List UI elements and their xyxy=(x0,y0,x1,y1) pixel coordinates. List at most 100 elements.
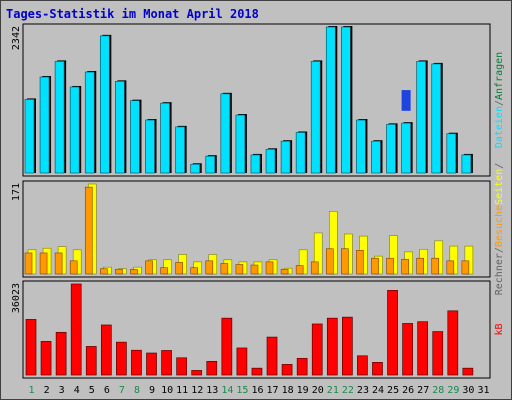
bar-kb-28 xyxy=(432,331,444,376)
bar-besuche-11 xyxy=(175,262,183,275)
legend-part: / xyxy=(494,163,505,169)
bar-kb-21 xyxy=(326,317,338,376)
x-tick-label: 11 xyxy=(176,385,188,396)
bar-dateien-9 xyxy=(145,119,155,174)
bar-besuche-14 xyxy=(220,263,229,275)
series-legend-label: Dateien/Anfragen xyxy=(494,52,505,148)
x-tick-label: 6 xyxy=(104,385,110,396)
bar-besuche-26 xyxy=(401,258,409,275)
legend-part: Dateien xyxy=(494,106,505,148)
bar-kb-22 xyxy=(342,316,353,376)
bar-besuche-30 xyxy=(461,260,470,275)
y-max-label: 171 xyxy=(11,183,22,201)
chart-panel-3: 36023 kB xyxy=(11,280,505,379)
bar-besuche-27 xyxy=(416,257,424,275)
x-tick-label: 27 xyxy=(417,385,429,396)
bar-besuche-18 xyxy=(280,268,289,275)
bar-besuche-2 xyxy=(39,252,48,275)
bar-besuche-9 xyxy=(145,260,153,275)
bar-dateien-3 xyxy=(54,61,65,174)
bar-kb-17 xyxy=(266,336,278,376)
bar-besuche-7 xyxy=(115,268,123,275)
bar-dateien-30 xyxy=(461,154,472,174)
bar-kb-19 xyxy=(296,357,308,376)
bar-besuche-5 xyxy=(84,186,93,275)
chart-panel-2: 171 Rechner/BesucheSeiten/ xyxy=(11,163,505,296)
bar-dateien-28 xyxy=(431,63,442,174)
x-tick-label: 31 xyxy=(477,385,489,396)
bar-besuche-12 xyxy=(190,267,199,275)
x-tick-label: 24 xyxy=(372,385,384,396)
bar-kb-1 xyxy=(25,319,37,376)
bar-kb-5 xyxy=(85,346,97,376)
bar-dateien-17 xyxy=(265,148,276,174)
series-legend-label: Rechner/BesucheSeiten/ xyxy=(494,163,505,296)
legend-part: kB xyxy=(494,323,505,335)
bar-dateien-1 xyxy=(24,99,35,174)
x-tick-label: 2 xyxy=(44,385,50,396)
bar-kb-25 xyxy=(387,290,398,376)
bar-besuche-19 xyxy=(295,265,304,275)
bar-dateien-23 xyxy=(356,119,366,174)
bar-besuche-15 xyxy=(235,264,244,275)
bar-dateien-19 xyxy=(295,132,306,174)
bar-kb-12 xyxy=(191,370,203,376)
bar-dateien-12 xyxy=(190,163,201,174)
bar-kb-16 xyxy=(251,367,263,376)
bar-dateien-6 xyxy=(99,35,110,174)
legend-part: Seiten xyxy=(494,169,505,205)
bar-besuche-6 xyxy=(100,268,108,275)
bar-kb-3 xyxy=(55,331,67,376)
legend-part: Anfragen xyxy=(494,52,505,100)
legend-part: / xyxy=(494,247,505,253)
x-tick-label: 17 xyxy=(267,385,279,396)
bar-besuche-20 xyxy=(310,261,319,275)
bar-besuche-22 xyxy=(341,248,349,275)
bar-dateien-27 xyxy=(416,61,427,174)
bar-dateien-29 xyxy=(446,133,457,174)
bar-dateien-14 xyxy=(220,93,231,174)
bar-dateien-5 xyxy=(84,71,95,174)
x-tick-label: 20 xyxy=(312,385,324,396)
bar-kb-20 xyxy=(311,323,323,376)
bar-dateien-25 xyxy=(386,124,396,174)
x-tick-label: 10 xyxy=(161,385,173,396)
bar-kb-10 xyxy=(161,350,172,376)
bar-dateien-4 xyxy=(69,86,80,174)
bar-besuche-25 xyxy=(386,257,394,275)
bar-dateien-8 xyxy=(130,100,140,174)
x-tick-label: 3 xyxy=(59,385,65,396)
bar-dateien-22 xyxy=(341,26,351,174)
bar-kb-7 xyxy=(116,341,127,376)
bar-dateien-26 xyxy=(401,122,411,174)
bar-dateien-13 xyxy=(205,155,216,174)
x-tick-label: 19 xyxy=(297,385,309,396)
bar-dateien-21 xyxy=(325,26,336,174)
x-tick-label: 29 xyxy=(447,385,459,396)
bar-kb-27 xyxy=(417,321,429,376)
bar-besuche-24 xyxy=(371,257,379,275)
bar-kb-30 xyxy=(462,367,474,376)
bar-kb-15 xyxy=(236,347,248,376)
bar-besuche-3 xyxy=(54,252,63,275)
bar-besuche-13 xyxy=(205,260,214,275)
x-tick-label: 25 xyxy=(387,385,399,396)
bar-highlight-26 xyxy=(401,90,411,111)
series-legend-label: kB xyxy=(494,323,505,335)
bar-kb-6 xyxy=(100,324,112,376)
bar-besuche-21 xyxy=(325,248,334,275)
chart-title: Tages-Statistik im Monat April 2018 xyxy=(6,7,259,21)
x-tick-label: 4 xyxy=(74,385,80,396)
bar-besuche-8 xyxy=(130,268,138,275)
x-tick-label: 23 xyxy=(357,385,369,396)
x-tick-label: 9 xyxy=(149,385,155,396)
chart-panels: 2342Dateien/Anfragen171Rechner/BesucheSe… xyxy=(11,23,505,379)
bar-kb-29 xyxy=(447,310,459,376)
bar-kb-18 xyxy=(281,364,293,376)
bar-besuche-29 xyxy=(446,260,455,275)
bar-kb-2 xyxy=(40,341,52,376)
x-tick-label: 14 xyxy=(221,385,233,396)
bar-besuche-23 xyxy=(356,250,364,275)
bar-dateien-10 xyxy=(160,102,170,174)
legend-part: Rechner xyxy=(494,253,505,295)
